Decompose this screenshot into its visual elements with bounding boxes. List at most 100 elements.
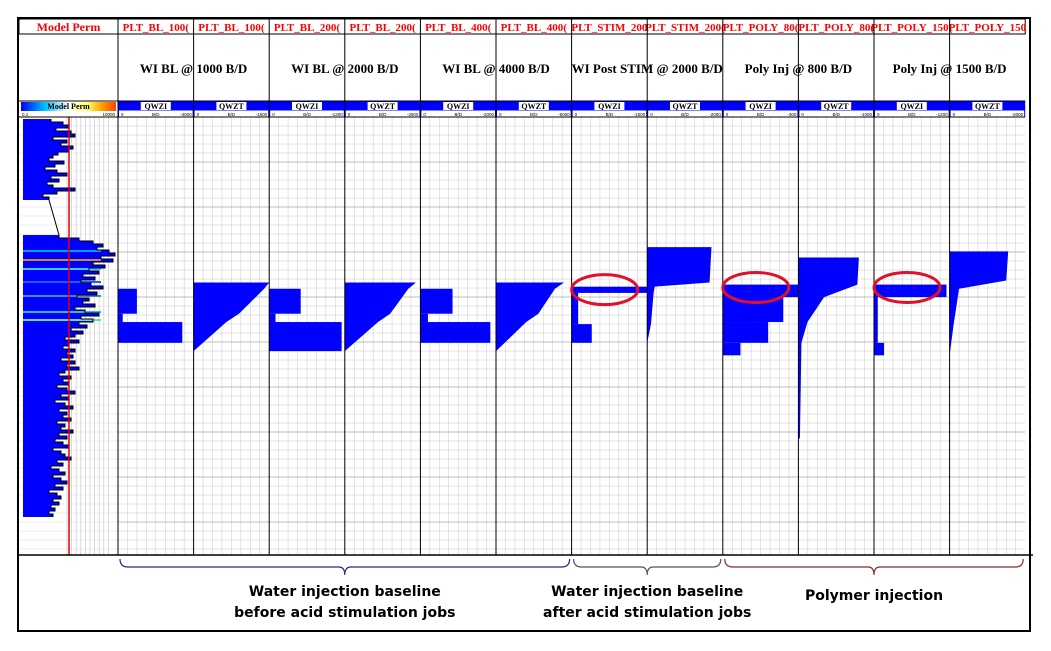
cumulative-profile	[193, 282, 270, 352]
curve-name-box	[518, 102, 549, 110]
annotation-brace	[573, 558, 722, 576]
scale-unit: B/D	[984, 112, 992, 117]
model-perm-bar	[23, 271, 99, 274]
model-perm-bar	[23, 358, 61, 361]
scale-min: 0	[575, 112, 578, 117]
injection-bar	[118, 322, 183, 343]
model-perm-bar	[23, 146, 73, 149]
injection-bar	[118, 313, 123, 323]
model-perm-bar	[23, 119, 51, 122]
track-header: PLT_POLY_80(	[798, 22, 874, 34]
model-perm-bar	[23, 496, 61, 499]
model-perm-bar	[23, 301, 83, 304]
model-perm-bar	[23, 385, 57, 388]
model-perm-bar	[23, 262, 93, 265]
model-perm-bar	[23, 508, 55, 511]
scale-max: -1500	[634, 112, 646, 117]
model-perm-bar	[23, 400, 55, 403]
scale-unit: B/D	[530, 112, 538, 117]
model-perm-bar	[23, 448, 53, 451]
model-perm-bar	[23, 256, 101, 259]
model-perm-bar	[23, 173, 67, 176]
model-perm-bar	[23, 235, 59, 238]
model-perm-bar	[23, 241, 93, 244]
scale-max: -2500	[407, 112, 419, 117]
scale-min: 0	[953, 112, 956, 117]
cumulative-profile	[496, 282, 565, 352]
model-perm-bar	[23, 433, 59, 436]
annotation-brace	[119, 558, 571, 576]
scale-unit: B/D	[908, 112, 916, 117]
injection-bar	[269, 313, 276, 323]
scale-box	[345, 110, 420, 117]
scale-box	[799, 110, 873, 117]
scale-box	[421, 110, 495, 117]
model-perm-bar	[23, 454, 65, 457]
scale-min: 0	[197, 112, 200, 117]
injection-bar	[571, 286, 648, 293]
model-perm-scale-label: Model Perm	[47, 102, 90, 111]
injection-bar	[420, 322, 491, 343]
series-PLT_BL_2000_QWZI	[269, 288, 342, 352]
model-perm-bar	[23, 424, 65, 427]
model-perm-bar	[23, 457, 71, 460]
model-perm-bar	[23, 376, 71, 379]
scale-max: -1000	[860, 112, 872, 117]
model-perm-scale-box	[20, 111, 117, 117]
model-perm-bar	[23, 472, 65, 475]
injection-bar	[722, 284, 799, 298]
curve-name: QWZT	[975, 102, 1001, 111]
model-perm-bar	[23, 436, 67, 439]
scale-min: 0	[121, 112, 124, 117]
scale-unit: B/D	[454, 112, 462, 117]
scale-box	[648, 110, 722, 117]
model-perm-bar	[23, 161, 64, 164]
model-perm-scale-min: 0.1	[22, 112, 29, 117]
model-perm-bar	[23, 289, 87, 292]
scale-min: 0	[877, 112, 880, 117]
model-perm-bar	[23, 469, 59, 472]
model-perm-bar	[23, 391, 75, 394]
curve-name: QWZT	[521, 102, 547, 111]
scale-unit: B/D	[379, 112, 387, 117]
model-perm-bar	[23, 514, 53, 517]
scale-max: -1200	[331, 112, 343, 117]
scale-min: 0	[726, 112, 729, 117]
annotation-line1: Polymer injection	[805, 588, 943, 604]
model-perm-bar	[23, 191, 57, 194]
annotation-line1: Water injection baseline	[249, 584, 441, 600]
highlight-ellipse	[872, 271, 942, 305]
scale-box	[723, 110, 798, 117]
model-perm-bar	[23, 179, 59, 182]
scale-box	[572, 110, 647, 117]
track-header: PLT_BL_400(	[501, 22, 568, 34]
model-perm-bar	[23, 397, 69, 400]
annotation-line2: after acid stimulation jobs	[543, 605, 751, 621]
curve-name-box	[216, 102, 247, 110]
scale-max: -2000	[709, 112, 721, 117]
injection-bar	[420, 288, 453, 314]
model-perm-bar	[23, 194, 43, 197]
scale-max: -1200	[936, 112, 948, 117]
curve-name: QWZT	[673, 102, 699, 111]
track-header: PLT_BL_100(	[198, 22, 265, 34]
model-perm-bar	[23, 373, 59, 376]
series-PLT_BL_2000_QWZT	[344, 282, 416, 352]
model-perm-bar	[23, 185, 53, 188]
header-row	[19, 19, 1026, 35]
well-log-plot: Model Perm PLT_BL_100(PLT_BL_100(PLT_BL_2…	[19, 19, 1033, 621]
model-perm-bar	[23, 122, 63, 125]
curve-name: QWZI	[900, 102, 923, 111]
model-perm-streak	[23, 259, 101, 261]
scale-min: 0	[801, 112, 804, 117]
curve-name-box	[821, 102, 852, 110]
scale-unit: B/D	[681, 112, 689, 117]
scale-box	[497, 110, 571, 117]
annotation-brace	[724, 558, 1024, 576]
scale-box	[950, 110, 1025, 117]
curve-name-box	[292, 102, 322, 110]
model-perm-bar	[23, 484, 55, 487]
scale-min: 0	[272, 112, 275, 117]
injection-bar	[269, 288, 301, 314]
model-perm-streak	[23, 319, 101, 321]
